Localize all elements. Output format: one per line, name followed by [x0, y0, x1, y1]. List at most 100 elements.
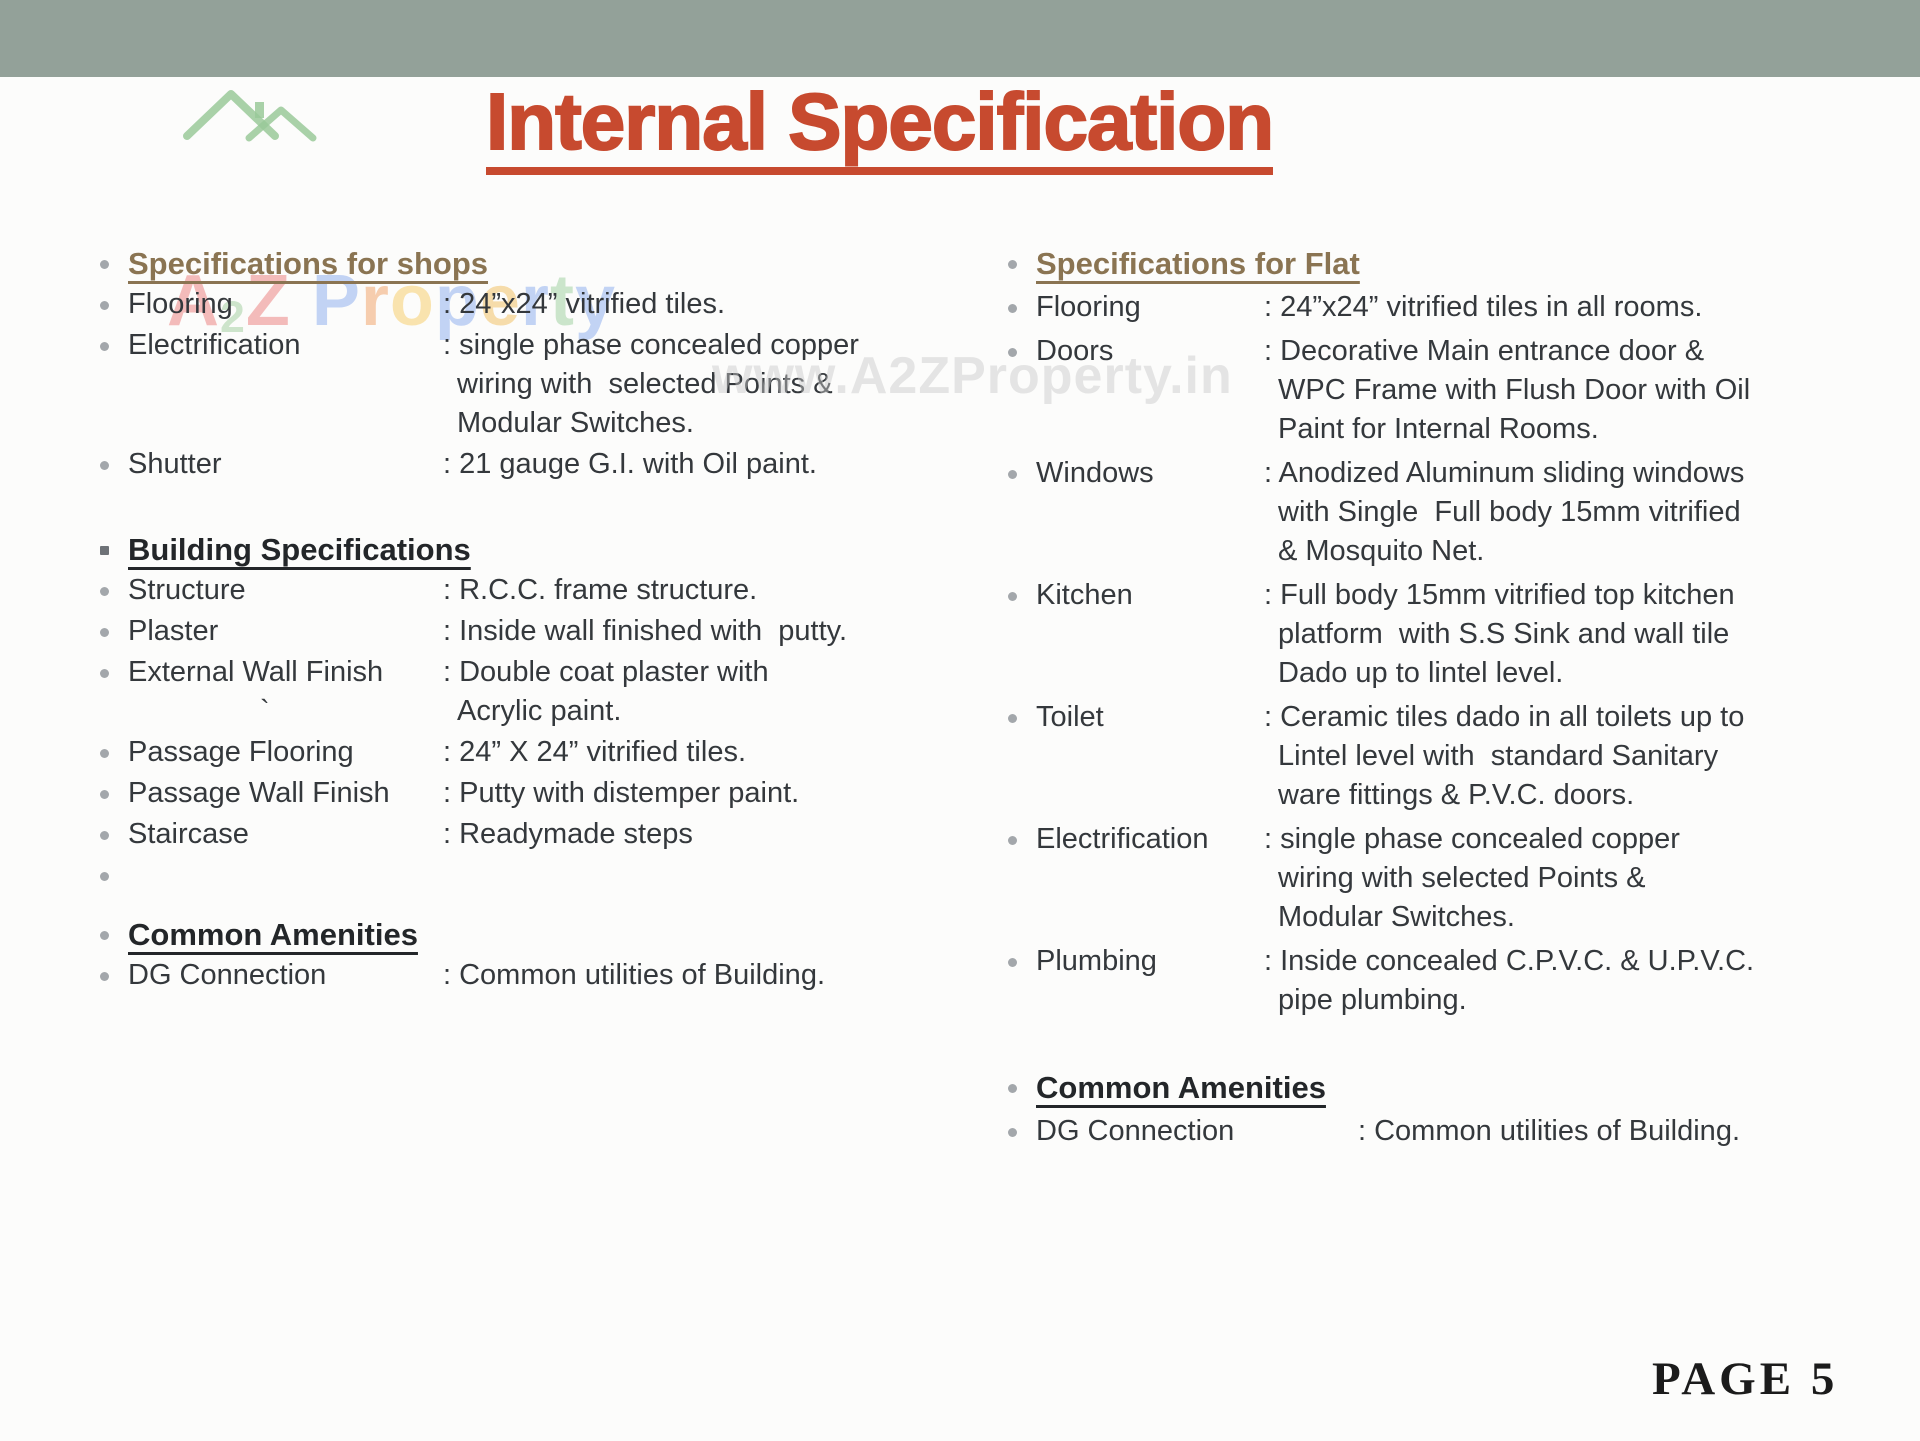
spec-label: Shutter: [128, 445, 443, 484]
logo-letter: p: [434, 261, 480, 341]
spec-value-line: : 24” X 24” vitrified tiles.: [443, 736, 746, 768]
logo-letter: e: [479, 261, 521, 341]
spec-label-note: `: [260, 695, 270, 727]
bullet-dot-icon: [100, 669, 109, 678]
section-heading-row: Common Amenities: [1006, 1068, 1866, 1107]
spec-label-text: DG Connection: [1036, 1115, 1235, 1147]
logo-letter: Z: [245, 261, 291, 341]
bullet-dot-icon: [100, 790, 109, 799]
spec-value-line: : Anodized Aluminum sliding windows: [1264, 457, 1745, 489]
spec-value: : Decorative Main entrance door & WPC Fra…: [1264, 332, 1866, 449]
spec-value-line: ware fittings & P.V.C. doors.: [1278, 779, 1635, 811]
bullet-cell: [1006, 332, 1036, 357]
spec-label: DG Connection: [128, 956, 443, 995]
bullet-cell: [1006, 576, 1036, 601]
bullet-dot-icon: [100, 749, 109, 758]
spec-label: Windows: [1036, 454, 1264, 493]
spec-row: Doors : Decorative Main entrance door & WP…: [1006, 332, 1866, 449]
spec-value: : 24”x24” vitrified tiles in all rooms.: [1264, 288, 1866, 327]
section-heading-row: Common Amenities: [98, 915, 928, 954]
spec-value-line: : 24”x24” vitrified tiles.: [443, 288, 726, 320]
bullet-dot-icon: [100, 972, 109, 981]
spec-row: DG Connection : Common utilities of Build…: [1006, 1112, 1866, 1151]
bullet-cell: [1006, 698, 1036, 723]
spec-value-line: : Decorative Main entrance door &: [1264, 335, 1705, 367]
spec-value-line: Lintel level with standard Sanitary: [1278, 740, 1719, 772]
spec-value-line: : Double coat plaster with: [443, 656, 769, 688]
spec-row: Kitchen: Full body 15mm vitrified top ki…: [1006, 576, 1866, 693]
bullet-cell: [98, 244, 128, 269]
spec-value-line: : 21 gauge G.I. with Oil paint.: [443, 448, 817, 480]
logo-wordmark: A2Z Property: [167, 261, 616, 342]
spec-value-line: : Common utilities of Building.: [443, 959, 825, 991]
bullet-cell: [1006, 942, 1036, 967]
spec-row: Staircase: Readymade steps: [98, 815, 928, 854]
spec-row: Shutter: 21 gauge G.I. with Oil paint.: [98, 445, 928, 484]
bullet-dot-icon: [1008, 836, 1017, 845]
spec-row: External Wall Finish ` : Double coat plast…: [98, 653, 928, 731]
spec-label: Flooring: [1036, 288, 1264, 327]
spec-row: Plaster: Inside wall finished with putty…: [98, 612, 928, 651]
spec-label-text: Flooring: [1036, 291, 1141, 323]
spec-value-line: : Readymade steps: [443, 818, 693, 850]
spec-label-text: Windows: [1036, 457, 1154, 489]
bullet-square-icon: [100, 546, 109, 555]
spec-value-line: wiring with selected Points &: [1278, 862, 1646, 894]
bullet-dot-icon: [1008, 348, 1017, 357]
bullet-cell: [1006, 288, 1036, 313]
bullet-cell: [98, 326, 128, 351]
spec-label-text: Toilet: [1036, 701, 1104, 733]
bullet-dot-icon: [1008, 592, 1017, 601]
bullet-dot-icon: [1008, 260, 1017, 269]
bullet-cell: [98, 530, 128, 555]
spec-label-text: Passage Wall Finish: [128, 777, 390, 809]
spec-value-line: : Full body 15mm vitrified top kitchen: [1264, 579, 1735, 611]
spec-label-text: Flooring: [128, 288, 233, 320]
logo-letter: y: [574, 261, 616, 341]
spec-value: : Putty with distemper paint.: [443, 774, 928, 813]
bullet-dot-icon: [1008, 470, 1017, 479]
bullet-cell: [1006, 1068, 1036, 1093]
logo-letter: r: [520, 261, 550, 341]
spec-label-text: External Wall Finish: [128, 656, 384, 688]
spec-value-line: Paint for Internal Rooms.: [1278, 413, 1599, 445]
spec-label-text: Structure: [128, 574, 246, 606]
spec-row: Structure : R.C.C. frame structure.: [98, 571, 928, 610]
spec-label-text: Doors: [1036, 335, 1114, 367]
a2z-property-logo: A2Z Property: [125, 90, 616, 342]
bullet-dot-icon: [100, 301, 109, 310]
page-number: PAGE 5: [1652, 1353, 1839, 1405]
spec-label-text: Electrification: [128, 329, 301, 361]
logo-letter: P: [311, 261, 361, 341]
spec-value: : single phase concealed copper wiring wi…: [443, 326, 928, 443]
bullet-cell: [1006, 1112, 1036, 1137]
bullet-cell: [1006, 244, 1036, 269]
bullet-cell: [98, 856, 128, 881]
spec-value-line: : R.C.C. frame structure.: [443, 574, 758, 606]
spec-value: : Readymade steps: [443, 815, 928, 854]
section-heading: Common Amenities: [1036, 1070, 1326, 1105]
bullet-cell: [98, 445, 128, 470]
spec-row: Passage Flooring: 24” X 24” vitrified ti…: [98, 733, 928, 772]
bullet-cell: [98, 915, 128, 940]
spec-label: Structure: [128, 571, 443, 610]
page-title: Internal Specification: [485, 79, 1275, 175]
bullet-cell: [1006, 820, 1036, 845]
spec-label-text: DG Connection: [128, 959, 327, 991]
logo-letter: A: [167, 261, 221, 341]
spec-row: Electrification : single phase concealed …: [98, 326, 928, 443]
spec-row: Flooring : 24”x24” vitrified tiles in all…: [1006, 288, 1866, 327]
column-heading: Specifications for Flat: [1036, 246, 1360, 281]
spec-label: Flooring: [128, 285, 443, 324]
bullet-dot-icon: [100, 931, 109, 940]
spec-value-line: Modular Switches.: [1278, 901, 1515, 933]
logo-letter: t: [549, 261, 575, 341]
spec-value-line: pipe plumbing.: [1278, 984, 1467, 1016]
bullet-dot-icon: [1008, 1128, 1017, 1137]
section-heading: Common Amenities: [128, 917, 418, 952]
house-roof-icon: [183, 90, 317, 142]
spec-value: : Common utilities of Building.: [1358, 1112, 1866, 1151]
section-heading-row: Building Specifications: [98, 530, 928, 569]
bullet-dot-icon: [100, 461, 109, 470]
spec-row: Plumbing: Inside concealed C.P.V.C. & U.…: [1006, 942, 1866, 1020]
